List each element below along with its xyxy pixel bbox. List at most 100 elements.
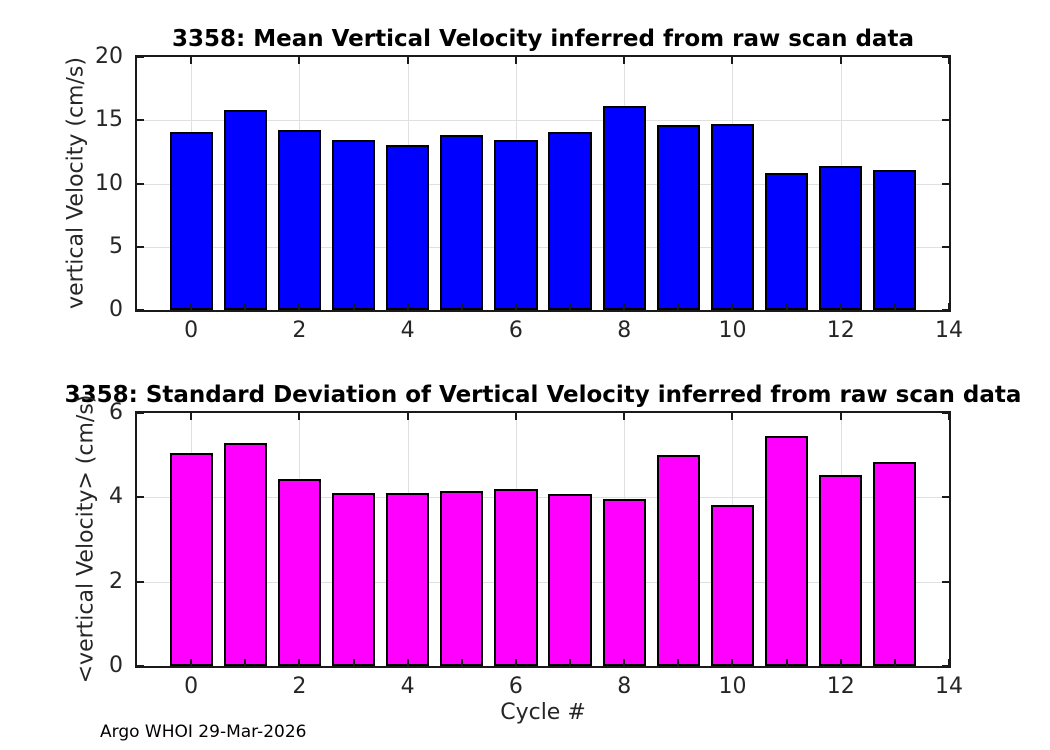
x-axis-tick [623, 659, 625, 666]
y-tick-label: 0 [109, 653, 123, 678]
x-axis-tick [298, 303, 300, 310]
y-axis-tick [137, 412, 144, 414]
x-axis-tick-top [948, 57, 950, 64]
bar [710, 124, 755, 310]
cycle-axis-label: Cycle # [500, 700, 586, 725]
x-axis-tick-top [407, 413, 409, 420]
x-axis-tick [515, 303, 517, 310]
x-tick-label: 12 [826, 318, 855, 343]
x-axis-tick [677, 659, 679, 666]
horizontal-gridline [137, 184, 949, 185]
x-axis-tick-top [948, 413, 950, 420]
x-tick-label: 4 [400, 318, 415, 343]
x-axis-tick [461, 659, 463, 666]
y-axis-tick-right [942, 412, 949, 414]
y-axis-tick-right [942, 309, 949, 311]
bar [494, 488, 538, 666]
x-axis-tick [677, 303, 679, 310]
x-axis-tick [190, 303, 192, 310]
y-axis-tick-right [942, 56, 949, 58]
mean-chart-title: 3358: Mean Vertical Velocity inferred fr… [172, 26, 914, 52]
bar [656, 455, 700, 666]
y-axis-tick-right [942, 665, 949, 667]
std-chart-y-axis-label: <vertical Velocity> (cm/s) [73, 394, 99, 684]
y-axis-tick [137, 581, 144, 583]
x-tick-label: 14 [935, 318, 963, 343]
x-axis-tick [948, 659, 950, 666]
horizontal-gridline [137, 582, 949, 583]
x-tick-label: 14 [935, 674, 963, 699]
x-axis-tick-top [840, 57, 842, 64]
x-tick-label: 2 [292, 674, 307, 699]
bar [331, 139, 376, 310]
mean-chart-y-axis-label: vertical Velocity (cm/s) [63, 57, 89, 309]
bar [764, 173, 809, 310]
y-axis-tick-right [942, 581, 949, 583]
x-axis-tick [948, 303, 950, 310]
bar [494, 139, 538, 310]
y-tick-label: 5 [109, 233, 123, 259]
x-axis-tick [353, 659, 355, 666]
x-axis-tick-top [298, 57, 300, 64]
bar [602, 106, 646, 310]
bar [277, 129, 321, 310]
x-tick-label: 10 [718, 318, 747, 343]
x-tick-label: 10 [718, 674, 747, 699]
x-axis-tick [840, 303, 842, 310]
y-tick-label: 0 [109, 297, 123, 322]
bar [656, 124, 700, 310]
x-axis-tick-top [515, 413, 517, 420]
x-axis-tick [461, 303, 463, 310]
x-tick-label: 12 [826, 674, 855, 699]
y-axis-tick [137, 665, 144, 667]
bar [223, 110, 267, 310]
y-axis-tick [137, 496, 144, 498]
bar [386, 492, 430, 666]
bar [819, 475, 863, 666]
bar [277, 478, 321, 666]
x-axis-tick [894, 659, 896, 666]
y-axis-tick [137, 309, 144, 311]
bar [331, 492, 376, 666]
x-tick-label: 0 [184, 674, 199, 699]
bar [819, 165, 863, 310]
y-axis-tick [137, 56, 144, 58]
bar [873, 461, 917, 666]
y-tick-label: 4 [109, 484, 123, 510]
bar [169, 132, 213, 310]
x-axis-tick [840, 659, 842, 666]
x-tick-label: 8 [617, 318, 632, 343]
x-axis-tick-top [840, 413, 842, 420]
x-tick-label: 0 [184, 318, 199, 343]
x-axis-tick-top [623, 57, 625, 64]
bar [602, 499, 646, 666]
x-axis-tick-top [731, 57, 733, 64]
x-axis-tick [569, 659, 571, 666]
y-axis-tick-right [942, 183, 949, 185]
bar [440, 134, 484, 310]
x-axis-tick [515, 659, 517, 666]
horizontal-gridline [137, 247, 949, 248]
x-tick-label: 2 [292, 318, 307, 343]
bar [440, 490, 484, 666]
x-axis-tick [298, 659, 300, 666]
bar [223, 442, 267, 666]
y-axis-tick [137, 183, 144, 185]
x-axis-tick-top [190, 413, 192, 420]
bar [169, 453, 213, 666]
x-axis-tick [353, 303, 355, 310]
x-axis-tick-top [515, 57, 517, 64]
y-axis-tick [137, 119, 144, 121]
x-axis-tick [786, 303, 788, 310]
x-axis-tick [190, 659, 192, 666]
x-axis-tick [623, 303, 625, 310]
bar [873, 170, 917, 310]
x-axis-tick-top [298, 413, 300, 420]
x-axis-tick [407, 303, 409, 310]
x-axis-tick [244, 303, 246, 310]
x-axis-tick [786, 659, 788, 666]
x-axis-tick-top [623, 413, 625, 420]
y-axis-tick [137, 246, 144, 248]
x-axis-tick-top [731, 413, 733, 420]
